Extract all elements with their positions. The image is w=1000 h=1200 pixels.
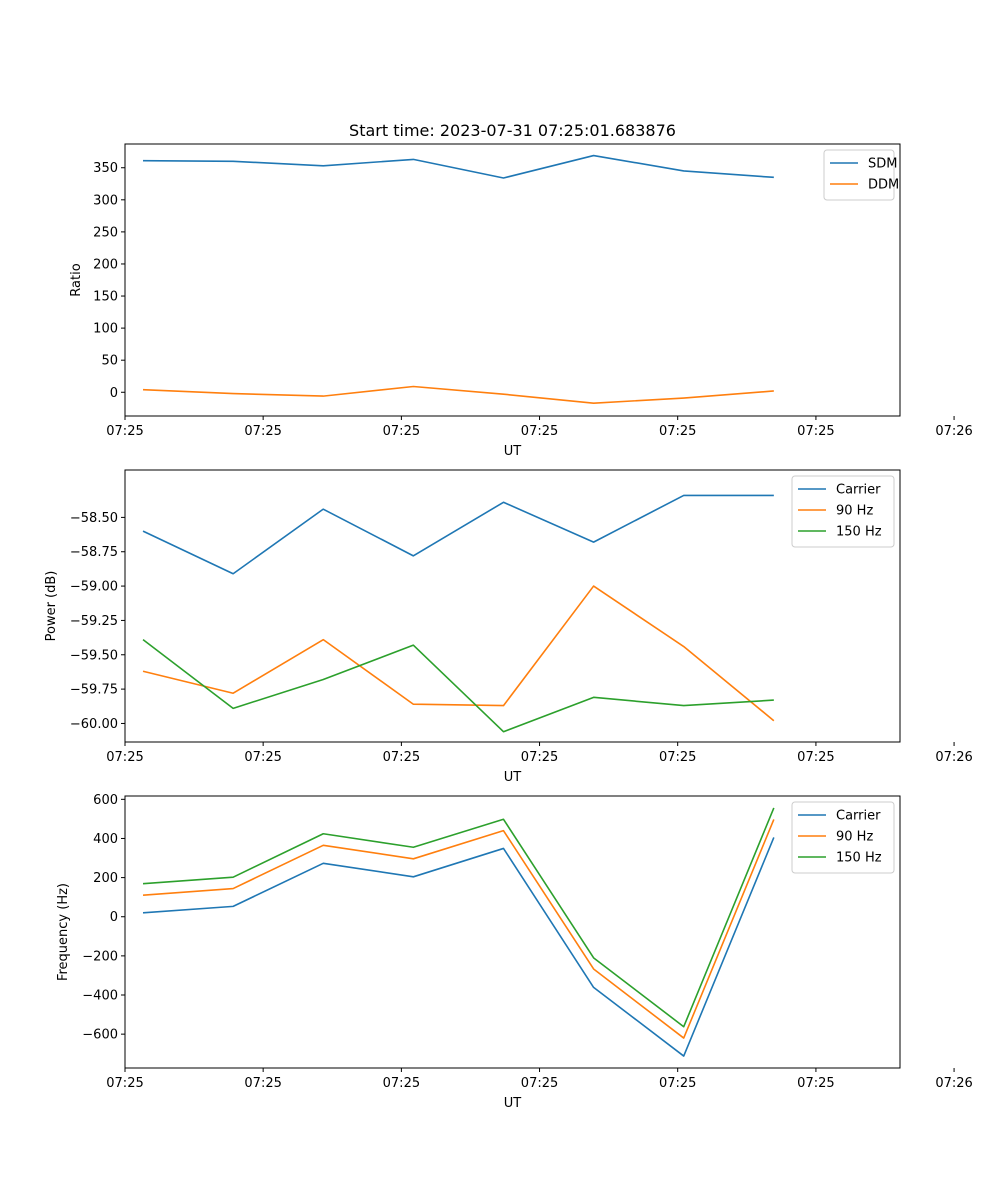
x-tick-label: 07:25: [521, 424, 558, 439]
figure-title: Start time: 2023-07-31 07:25:01.683876: [349, 121, 676, 140]
x-tick-label: 07:25: [383, 424, 420, 439]
y-tick-label: 350: [93, 161, 118, 176]
y-tick-label: 200: [93, 871, 118, 886]
y-tick-label: −58.75: [70, 545, 118, 560]
legend-label: Carrier: [836, 483, 881, 498]
legend-label: 90 Hz: [836, 830, 873, 845]
x-axis-label: UT: [504, 770, 522, 785]
panel-2: 07:25 07:25 07:25 07:25 07:25 07:25 07:26 −60.0…: [44, 469, 973, 785]
x-tick-label: 07:25: [106, 424, 143, 439]
axes-frame: [124, 469, 901, 743]
series-line-carrier: [142, 494, 774, 575]
y-tick-label: −600: [82, 1028, 118, 1043]
x-tick-label: 07:25: [521, 1076, 558, 1091]
legend-label: SDM: [868, 157, 897, 172]
y-tick-label: −59.50: [70, 648, 118, 663]
x-tick-label: 07:25: [659, 750, 696, 765]
x-tick-label: 07:25: [659, 424, 696, 439]
x-tick-label: 07:26: [935, 1076, 972, 1091]
axes-frame: [124, 795, 901, 1069]
y-tick-label: −59.25: [70, 614, 118, 629]
legend-label: Carrier: [836, 809, 881, 824]
series-line-carrier: [142, 837, 775, 1057]
series-line-150-hz: [142, 807, 775, 1028]
x-axis-label: UT: [504, 444, 522, 459]
x-tick-label: 07:25: [659, 1076, 696, 1091]
legend: SDM DDM: [823, 149, 899, 201]
legend-label: 90 Hz: [836, 504, 873, 519]
y-tick-label: 0: [110, 386, 118, 401]
legend: Carrier 90 Hz 150 Hz: [791, 475, 895, 548]
x-axis-label: UT: [504, 1096, 522, 1111]
panel-1: 07:25 07:25 07:25 07:25 07:25 07:25 07:26 0 50 10…: [69, 143, 973, 459]
legend-label: 150 Hz: [836, 851, 882, 866]
y-tick-label: 100: [93, 322, 118, 337]
y-axis-label: Frequency (Hz): [56, 883, 71, 981]
y-tick-label: −59.75: [70, 683, 118, 698]
x-tick-label: 07:25: [244, 1076, 281, 1091]
y-tick-label: 600: [93, 793, 118, 808]
x-tick-label: 07:25: [797, 424, 834, 439]
y-tick-label: 300: [93, 193, 118, 208]
x-tick-label: 07:25: [244, 750, 281, 765]
legend: Carrier 90 Hz 150 Hz: [791, 801, 895, 874]
legend-label: 150 Hz: [836, 525, 882, 540]
y-tick-label: −60.00: [70, 717, 118, 732]
series-line-ddm: [142, 385, 774, 404]
x-tick-label: 07:25: [797, 750, 834, 765]
y-tick-label: 400: [93, 832, 118, 847]
x-tick-label: 07:25: [244, 424, 281, 439]
y-axis-label: Ratio: [69, 263, 84, 296]
y-tick-label: 150: [93, 290, 118, 305]
series-line-90-hz: [142, 585, 775, 722]
y-tick-label: −400: [82, 989, 118, 1004]
series-line-150-hz: [142, 639, 774, 733]
series-line-sdm: [143, 154, 774, 179]
x-tick-label: 07:25: [106, 750, 143, 765]
x-tick-label: 07:25: [383, 1076, 420, 1091]
y-tick-label: −200: [82, 949, 118, 964]
legend-box: [791, 801, 895, 874]
y-tick-label: 0: [110, 910, 118, 925]
y-tick-label: 50: [101, 354, 118, 369]
y-tick-label: 200: [93, 257, 118, 272]
y-tick-label: 250: [93, 225, 118, 240]
x-tick-label: 07:25: [797, 1076, 834, 1091]
x-tick-label: 07:26: [935, 424, 972, 439]
y-tick-label: −59.00: [70, 580, 118, 595]
x-tick-label: 07:25: [521, 750, 558, 765]
panel-3: 07:25 07:25 07:25 07:25 07:25 07:25 07:26 −600 −…: [56, 793, 973, 1111]
x-tick-label: 07:25: [383, 750, 420, 765]
y-axis-label: Power (dB): [44, 571, 59, 642]
series-line-90-hz: [142, 819, 775, 1039]
legend-label: DDM: [868, 178, 899, 193]
x-tick-label: 07:26: [935, 750, 972, 765]
y-tick-label: −58.50: [70, 511, 118, 526]
x-tick-label: 07:25: [106, 1076, 143, 1091]
axes-frame: [124, 143, 901, 417]
legend-box: [791, 475, 895, 548]
